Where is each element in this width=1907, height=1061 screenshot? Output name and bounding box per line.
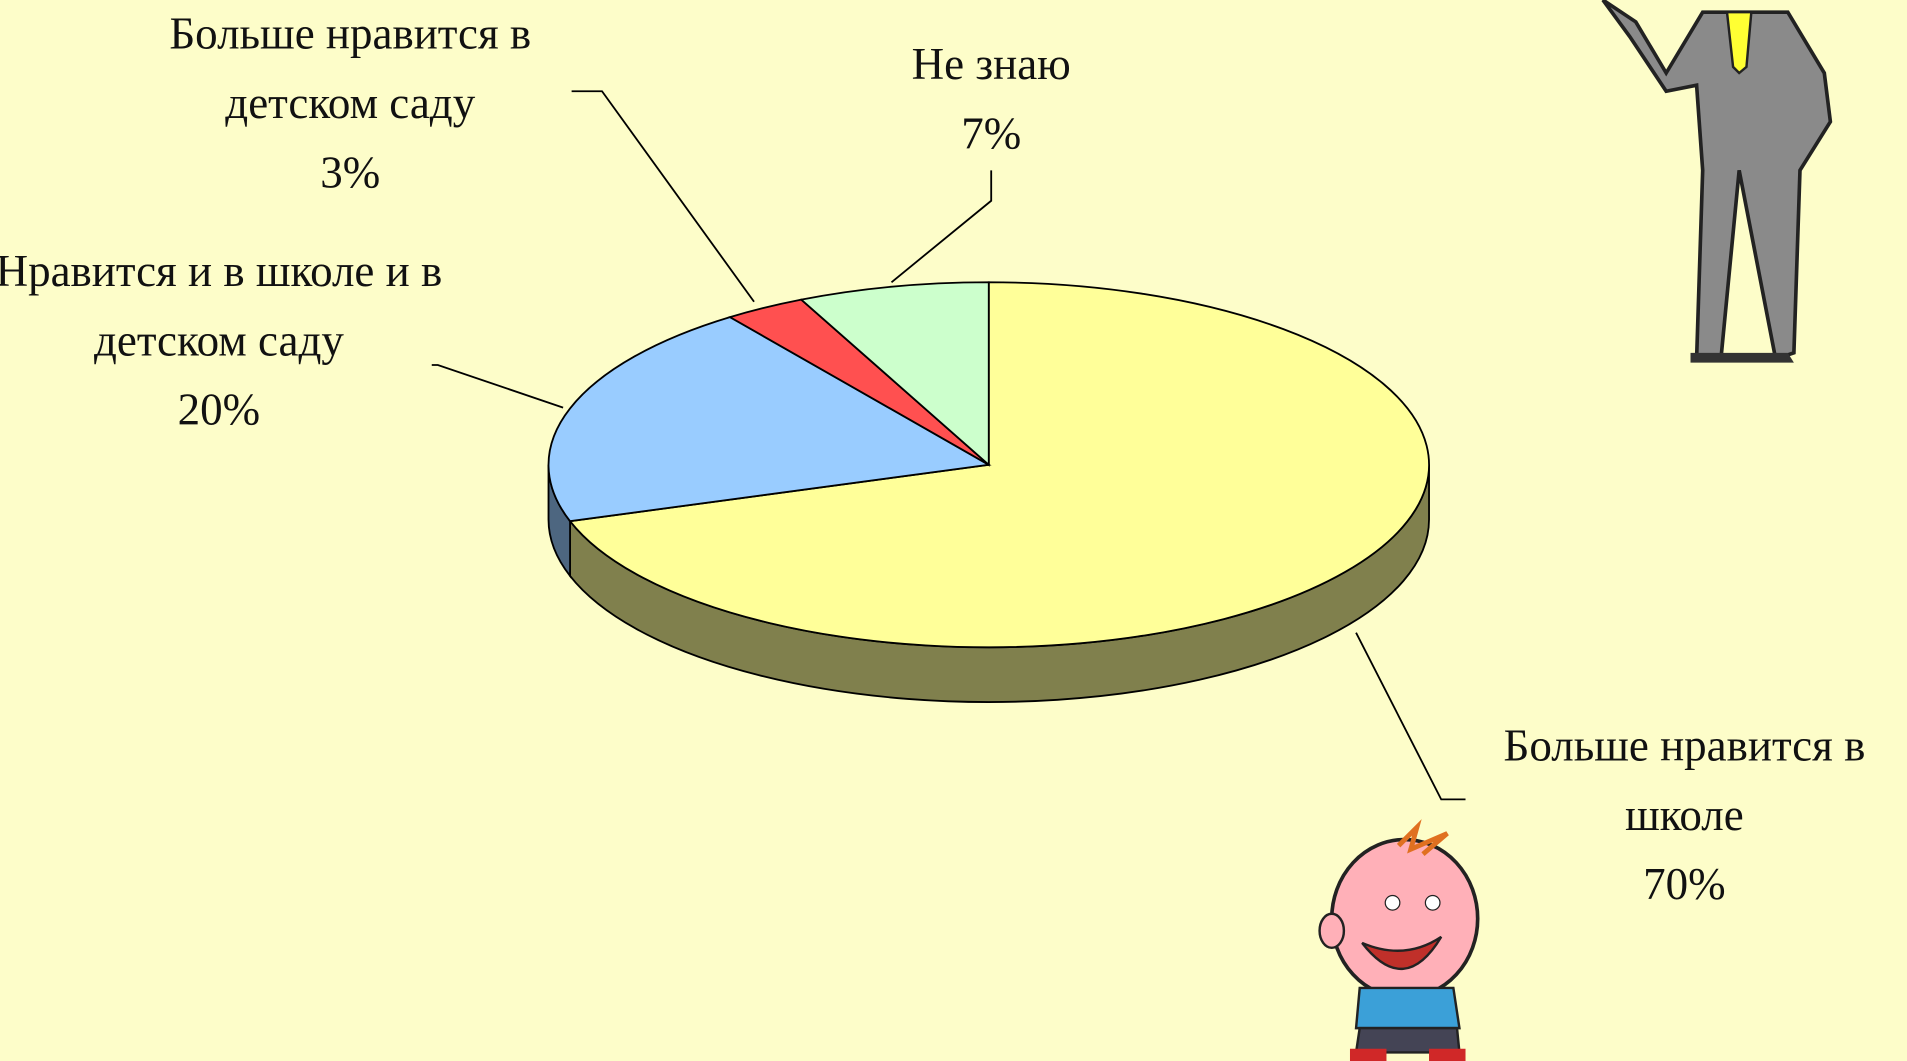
leader-line: [1355, 632, 1466, 801]
label-name: Больше нравится в детском саду: [169, 9, 532, 129]
label-value: 7%: [961, 109, 1022, 160]
pie-slice: [799, 281, 990, 467]
pie-slice: [547, 316, 992, 523]
leader-line: [431, 364, 564, 409]
leader-line: [890, 170, 993, 283]
label-name: Больше нравится в школе: [1503, 721, 1866, 841]
label-name: Нравится и в школе и в детском саду: [0, 246, 443, 367]
label-value: 20%: [177, 385, 261, 436]
label-value: 3%: [320, 148, 381, 199]
data-label: Больше нравится в детском саду 3%: [125, 0, 575, 208]
data-label: Нравится и в школе и в детском саду 20%: [0, 237, 444, 445]
man-clipart: [1601, 0, 1833, 363]
data-label: Не знаю 7%: [833, 30, 1149, 169]
label-name: Не знаю: [911, 40, 1071, 91]
boy-clipart: [1318, 819, 1480, 1061]
data-label: Больше нравится в школе 70%: [1453, 712, 1907, 920]
pie-slice: [568, 281, 1430, 649]
leader-line: [571, 90, 755, 303]
label-value: 70%: [1643, 860, 1726, 911]
